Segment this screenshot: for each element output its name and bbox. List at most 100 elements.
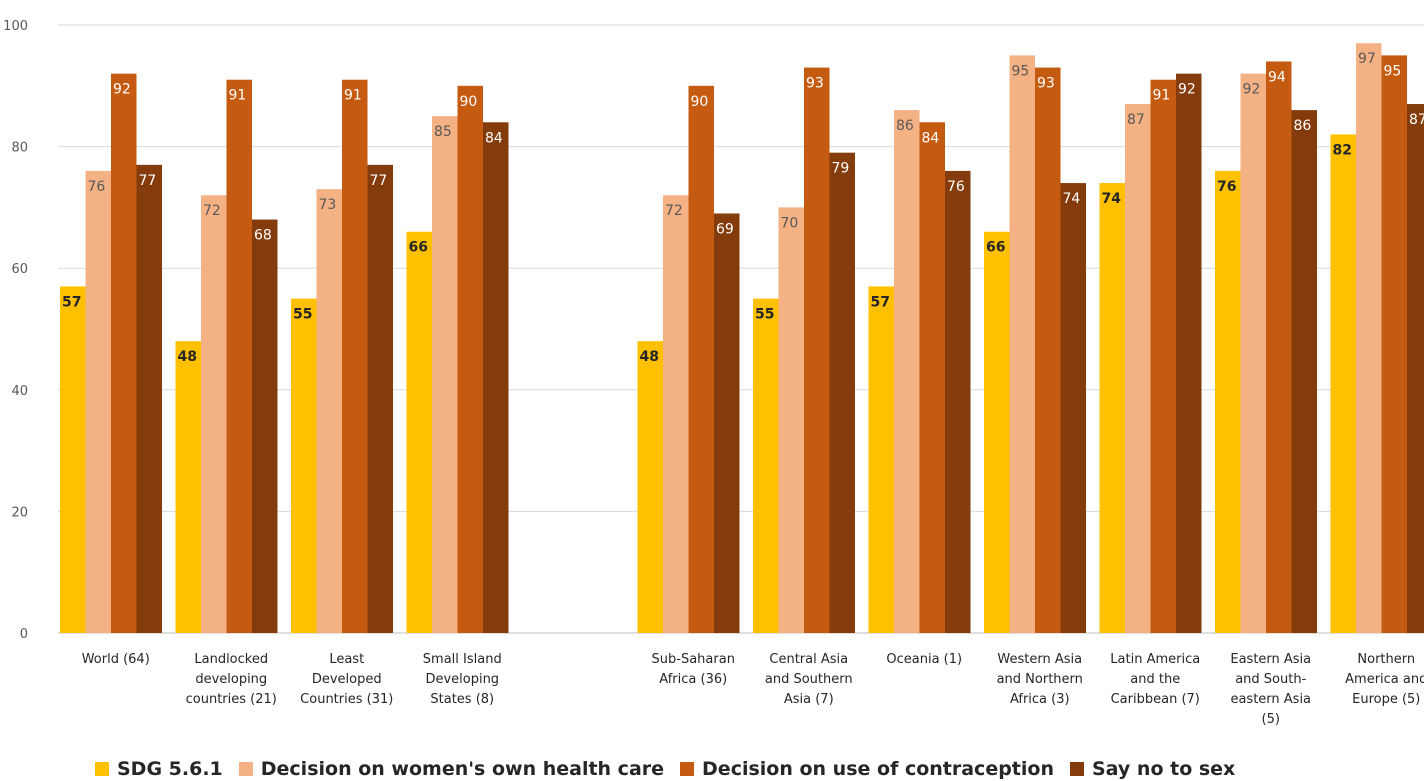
- x-tick-label: Central Asia: [769, 652, 848, 667]
- x-tick-label: Least: [329, 652, 364, 667]
- x-tick-label: eastern Asia: [1230, 692, 1311, 707]
- legend-label: SDG 5.6.1: [117, 758, 223, 780]
- legend-swatch: [95, 762, 109, 776]
- bar: [85, 170, 111, 634]
- bar: [829, 152, 855, 633]
- bar: [1060, 183, 1086, 633]
- bar: [342, 79, 368, 634]
- x-tick-label: Developed: [312, 672, 382, 687]
- bar: [1099, 183, 1125, 633]
- legend: SDG 5.6.1 Decision on women's own health…: [95, 757, 1251, 781]
- data-label: 90: [691, 94, 709, 110]
- bar: [804, 67, 830, 633]
- data-label: 72: [665, 203, 683, 219]
- bar: [1009, 55, 1035, 633]
- bar: [984, 231, 1010, 633]
- bar: [778, 207, 804, 633]
- bar: [1035, 67, 1061, 633]
- x-tick-label: and Northern: [997, 672, 1083, 687]
- x-tick-label: Oceania (1): [886, 652, 962, 667]
- y-tick-label: 80: [11, 141, 28, 156]
- x-tick-label: Asia (7): [784, 692, 834, 707]
- x-tick-label: Caribbean (7): [1111, 692, 1200, 707]
- x-tick-label: Africa (3): [1010, 692, 1070, 707]
- data-label: 79: [832, 161, 850, 177]
- data-label: 76: [88, 179, 106, 195]
- data-label: 66: [986, 240, 1005, 256]
- data-label: 73: [319, 197, 337, 213]
- bar: [1407, 104, 1424, 634]
- data-label: 86: [896, 118, 914, 134]
- data-label: 95: [1012, 63, 1030, 79]
- legend-label: Decision on use of contraception: [702, 758, 1054, 780]
- bar: [1356, 43, 1382, 634]
- y-tick-label: 40: [11, 384, 28, 399]
- data-label: 92: [1243, 82, 1261, 98]
- data-label: 87: [1409, 112, 1424, 128]
- data-label: 76: [1217, 179, 1236, 195]
- data-label: 87: [1127, 112, 1145, 128]
- y-tick-label: 100: [3, 19, 28, 34]
- x-tick-label: America and: [1345, 672, 1424, 687]
- data-label: 95: [1384, 63, 1402, 79]
- bar: [457, 85, 483, 634]
- legend-swatch: [680, 762, 695, 776]
- data-label: 68: [254, 228, 272, 244]
- data-label: 72: [203, 203, 221, 219]
- data-label: 82: [1333, 142, 1352, 158]
- bar: [894, 110, 920, 634]
- data-labels: 57 76 92 77 48 72 91 68 55 73 91 77 66 85 90 84 48 72 90 69…: [62, 51, 1424, 365]
- bar: [136, 164, 162, 633]
- data-label: 91: [344, 88, 362, 104]
- bar: [1330, 134, 1356, 633]
- bar: [1215, 170, 1241, 634]
- data-label: 86: [1294, 118, 1312, 134]
- data-label: 84: [485, 130, 503, 146]
- legend-swatch: [1070, 762, 1084, 776]
- y-tick-label: 0: [20, 627, 28, 642]
- x-tick-label: and South-: [1235, 672, 1306, 687]
- data-label: 77: [370, 173, 388, 189]
- data-label: 84: [922, 130, 940, 146]
- data-label: 97: [1358, 51, 1376, 67]
- x-axis: World (64) Landlocked developing countries …: [82, 652, 1424, 727]
- x-tick-label: Northern: [1357, 652, 1415, 667]
- data-label: 66: [409, 240, 428, 256]
- data-label: 48: [178, 349, 197, 365]
- legend-swatch: [238, 762, 253, 776]
- x-tick-label: Developing: [425, 672, 499, 687]
- data-label: 92: [1178, 82, 1196, 98]
- x-tick-label: Eastern Asia: [1230, 652, 1311, 667]
- x-tick-label: Latin America: [1110, 652, 1200, 667]
- legend-item-sdg: SDG 5.6.1: [95, 758, 223, 780]
- legend-item-health-care: Decision on women's own health care: [238, 758, 664, 780]
- data-label: 70: [781, 215, 799, 231]
- y-axis: 0 20 40 60 80 100: [3, 19, 28, 642]
- x-tick-label: States (8): [430, 692, 494, 707]
- bar: [111, 73, 137, 633]
- bars: [60, 43, 1424, 634]
- y-tick-label: 60: [11, 262, 28, 277]
- data-label: 55: [293, 307, 312, 323]
- x-tick-label: (5): [1262, 712, 1280, 727]
- data-label: 91: [1153, 88, 1171, 104]
- legend-label: Say no to sex: [1092, 758, 1236, 780]
- bar: [919, 122, 945, 633]
- legend-item-contraception: Decision on use of contraception: [680, 758, 1054, 780]
- x-tick-label: countries (21): [186, 692, 277, 707]
- bar: [1240, 73, 1266, 633]
- x-tick-label: Western Asia: [997, 652, 1082, 667]
- data-label: 93: [1037, 76, 1055, 92]
- bar: [1125, 104, 1151, 634]
- bar: [663, 195, 689, 634]
- data-label: 74: [1102, 191, 1122, 207]
- x-tick-label: Europe (5): [1352, 692, 1420, 707]
- bar: [316, 189, 342, 633]
- x-tick-label: Landlocked: [194, 652, 268, 667]
- data-label: 57: [62, 294, 81, 310]
- bar: [367, 164, 393, 633]
- x-tick-label: developing: [195, 672, 267, 687]
- bar: [483, 122, 509, 633]
- data-label: 48: [640, 349, 659, 365]
- bar: [226, 79, 252, 634]
